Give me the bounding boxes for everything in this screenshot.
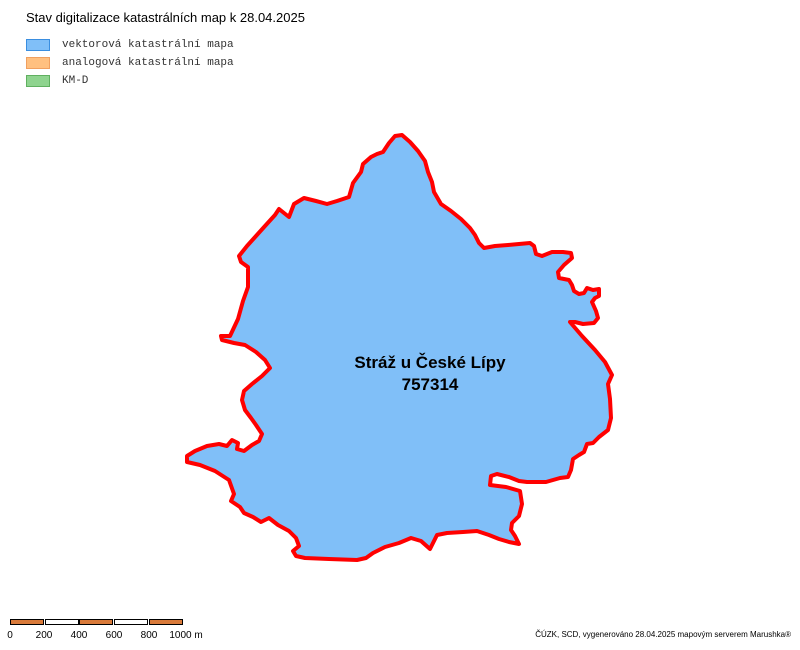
legend-item-kmd: KM-D bbox=[26, 72, 234, 90]
map-credit: ČÚZK, SCD, vygenerováno 28.04.2025 mapov… bbox=[535, 630, 791, 639]
legend-label-vector: vektorová katastrální mapa bbox=[62, 39, 234, 51]
scale-label-400: 400 bbox=[70, 630, 88, 641]
legend-swatch-analog bbox=[26, 57, 50, 69]
scale-label-600: 600 bbox=[105, 630, 123, 641]
legend-swatch-kmd bbox=[26, 75, 50, 87]
scale-segment bbox=[149, 619, 183, 625]
scale-segment bbox=[79, 619, 113, 625]
legend-swatch-vector bbox=[26, 39, 50, 51]
scale-label-200: 200 bbox=[35, 630, 53, 641]
scale-label-1000: 1000 m bbox=[169, 630, 203, 641]
map-title: Stav digitalizace katastrálních map k 28… bbox=[26, 10, 305, 25]
legend-label-analog: analogová katastrální mapa bbox=[62, 57, 234, 69]
legend-item-analog: analogová katastrální mapa bbox=[26, 54, 234, 72]
scale-segment bbox=[114, 619, 148, 625]
scale-label-800: 800 bbox=[140, 630, 158, 641]
area-name-label: Stráž u České Lípy bbox=[354, 353, 506, 372]
scale-label-0: 0 bbox=[7, 630, 13, 641]
scale-segment bbox=[10, 619, 44, 625]
scale-segment bbox=[45, 619, 79, 625]
cadastral-area-boundary[interactable] bbox=[185, 133, 614, 562]
legend-label-kmd: KM-D bbox=[62, 75, 89, 87]
area-code-label: 757314 bbox=[402, 375, 459, 394]
legend: vektorová katastrální mapa analogová kat… bbox=[26, 36, 234, 90]
legend-item-vector: vektorová katastrální mapa bbox=[26, 36, 234, 54]
